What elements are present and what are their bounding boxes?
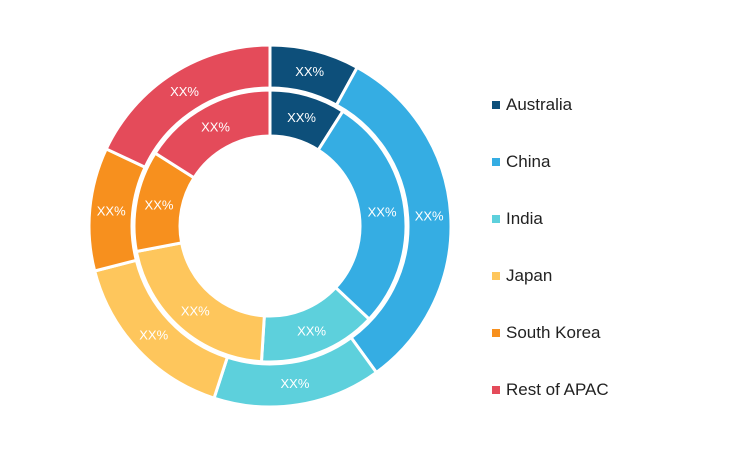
inner-label-china: XX%	[368, 204, 397, 219]
outer-slice-rest-of-apac[interactable]	[104, 43, 272, 170]
inner-ring	[132, 88, 408, 364]
legend-label-china: China	[506, 151, 551, 171]
outer-label-south-korea: XX%	[97, 203, 126, 218]
inner-slice-rest-of-apac[interactable]	[153, 88, 272, 180]
legend-label-india: India	[506, 208, 543, 228]
inner-label-australia: XX%	[287, 110, 316, 125]
outer-label-australia: XX%	[295, 64, 324, 79]
legend-label-japan: Japan	[506, 265, 553, 285]
outer-label-japan: XX%	[139, 328, 168, 343]
outer-ring	[87, 43, 453, 409]
outer-label-china: XX%	[415, 208, 444, 223]
legend-item-rest-of-apac[interactable]: Rest of APAC	[492, 361, 732, 418]
legend-item-australia[interactable]: Australia	[492, 76, 732, 133]
inner-label-india: XX%	[297, 324, 326, 339]
outer-label-india: XX%	[280, 376, 309, 391]
legend-item-india[interactable]: India	[492, 190, 732, 247]
inner-label-japan: XX%	[181, 303, 210, 318]
legend-swatch-australia	[492, 100, 500, 109]
legend-swatch-rest-of-apac	[492, 385, 500, 394]
inner-label-rest-of-apac: XX%	[201, 119, 230, 134]
legend: Australia China India Japan South Korea …	[492, 76, 732, 418]
legend-swatch-india	[492, 214, 500, 223]
legend-swatch-south-korea	[492, 328, 500, 337]
legend-label-australia: Australia	[506, 94, 573, 114]
outer-label-rest-of-apac: XX%	[170, 84, 199, 99]
slice-labels: XX% XX% XX% XX% XX% XX% XX% XX% XX% XX% XX% XX%	[97, 64, 444, 391]
legend-item-japan[interactable]: Japan	[492, 247, 732, 304]
inner-label-south-korea: XX%	[145, 197, 174, 212]
legend-item-south-korea[interactable]: South Korea	[492, 304, 732, 361]
legend-swatch-japan	[492, 271, 500, 280]
legend-item-china[interactable]: China	[492, 133, 732, 190]
legend-label-south-korea: South Korea	[506, 322, 601, 342]
legend-label-rest-of-apac: Rest of APAC	[506, 379, 609, 399]
legend-swatch-china	[492, 157, 500, 166]
